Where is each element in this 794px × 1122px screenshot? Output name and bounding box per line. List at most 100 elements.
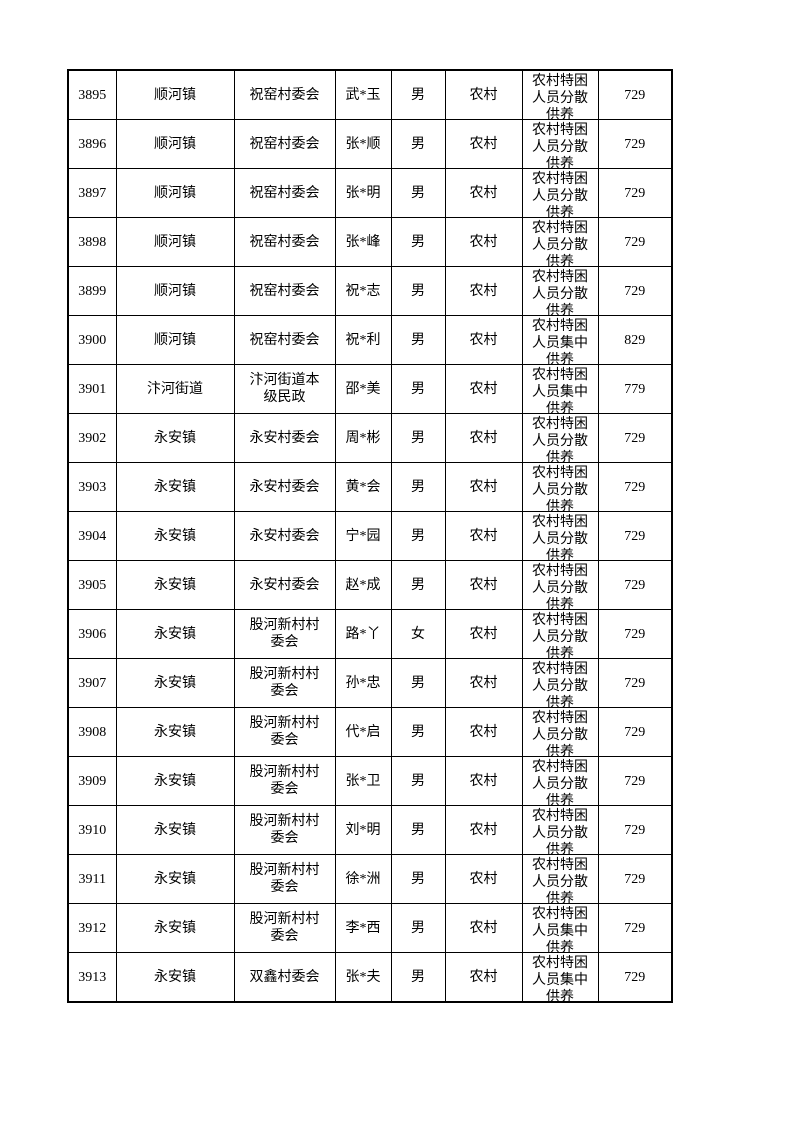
- person-name-cell: 张*顺: [345, 136, 381, 152]
- village-committee-cell: 祝窑村委会: [249, 332, 320, 348]
- village-committee-cell: 永安村委会: [249, 479, 320, 495]
- assistance-category-cell: 农村特困人员分散供养: [532, 123, 588, 168]
- table-row: 3913 永安镇 双鑫村委会 张*夫 男 农村 农村特困人员集中供养 729: [67, 952, 673, 1003]
- table-row: 3898 顺河镇 祝窑村委会 张*峰 男 农村 农村特困人员分散供养 729: [67, 217, 673, 267]
- town-cell: 汴河街道: [147, 381, 203, 397]
- person-name-cell: 邵*美: [345, 381, 381, 397]
- row-id-cell: 3896: [78, 136, 107, 152]
- area-cell: 农村: [469, 136, 498, 152]
- assistance-category-cell: 农村特困人员分散供养: [532, 270, 588, 315]
- person-name-cell: 张*峰: [345, 234, 381, 250]
- person-name-cell: 路*丫: [345, 626, 381, 642]
- person-name-cell: 张*夫: [345, 969, 381, 985]
- area-cell: 农村: [469, 430, 498, 446]
- amount-cell: 729: [624, 969, 646, 985]
- assistance-category-cell: 农村特困人员分散供养: [532, 515, 588, 560]
- town-cell: 顺河镇: [154, 87, 196, 103]
- table-row: 3911 永安镇 股河新村村委会 徐*洲 男 农村 农村特困人员分散供养 729: [67, 854, 673, 904]
- amount-cell: 729: [624, 920, 646, 936]
- area-cell: 农村: [469, 920, 498, 936]
- assistance-category-cell: 农村特困人员分散供养: [532, 858, 588, 903]
- amount-cell: 729: [624, 185, 646, 201]
- table-row: 3896 顺河镇 祝窑村委会 张*顺 男 农村 农村特困人员分散供养 729: [67, 119, 673, 169]
- area-cell: 农村: [469, 283, 498, 299]
- amount-cell: 729: [624, 871, 646, 887]
- person-name-cell: 张*卫: [345, 773, 381, 789]
- village-committee-cell: 双鑫村委会: [249, 969, 320, 985]
- table-row: 3895 顺河镇 祝窑村委会 武*玉 男 农村 农村特困人员分散供养 729: [67, 69, 673, 120]
- row-id-cell: 3909: [78, 773, 107, 789]
- amount-cell: 729: [624, 87, 646, 103]
- amount-cell: 729: [624, 773, 646, 789]
- area-cell: 农村: [469, 479, 498, 495]
- town-cell: 顺河镇: [154, 234, 196, 250]
- row-id-cell: 3903: [78, 479, 107, 495]
- assistance-category-cell: 农村特困人员分散供养: [532, 662, 588, 707]
- amount-cell: 829: [624, 332, 646, 348]
- amount-cell: 729: [624, 234, 646, 250]
- area-cell: 农村: [469, 528, 498, 544]
- town-cell: 永安镇: [154, 969, 196, 985]
- town-cell: 永安镇: [154, 528, 196, 544]
- area-cell: 农村: [469, 675, 498, 691]
- area-cell: 农村: [469, 234, 498, 250]
- area-cell: 农村: [469, 185, 498, 201]
- assistance-category-cell: 农村特困人员分散供养: [532, 417, 588, 462]
- village-committee-cell: 祝窑村委会: [249, 283, 320, 299]
- row-id-cell: 3900: [78, 332, 107, 348]
- row-id-cell: 3908: [78, 724, 107, 740]
- village-committee-cell: 汴河街道本级民政: [249, 373, 320, 405]
- amount-cell: 729: [624, 626, 646, 642]
- village-committee-cell: 股河新村村委会: [249, 667, 320, 699]
- gender-cell: 男: [411, 430, 425, 446]
- amount-cell: 729: [624, 283, 646, 299]
- person-name-cell: 周*彬: [345, 430, 381, 446]
- person-name-cell: 宁*园: [345, 528, 381, 544]
- table-row: 3905 永安镇 永安村委会 赵*成 男 农村 农村特困人员分散供养 729: [67, 560, 673, 610]
- village-committee-cell: 祝窑村委会: [249, 136, 320, 152]
- table-row: 3908 永安镇 股河新村村委会 代*启 男 农村 农村特困人员分散供养 729: [67, 707, 673, 757]
- gender-cell: 男: [411, 283, 425, 299]
- area-cell: 农村: [469, 773, 498, 789]
- person-name-cell: 祝*利: [345, 332, 381, 348]
- gender-cell: 男: [411, 479, 425, 495]
- row-id-cell: 3904: [78, 528, 107, 544]
- assistance-category-cell: 农村特困人员集中供养: [532, 956, 588, 1001]
- gender-cell: 女: [411, 626, 425, 642]
- assistance-category-cell: 农村特困人员分散供养: [532, 466, 588, 511]
- assistance-category-cell: 农村特困人员分散供养: [532, 760, 588, 805]
- table-row: 3910 永安镇 股河新村村委会 刘*明 男 农村 农村特困人员分散供养 729: [67, 805, 673, 855]
- row-id-cell: 3911: [78, 871, 106, 887]
- assistance-category-cell: 农村特困人员分散供养: [532, 564, 588, 609]
- town-cell: 永安镇: [154, 577, 196, 593]
- assistance-category-cell: 农村特困人员集中供养: [532, 907, 588, 952]
- assistance-category-cell: 农村特困人员集中供养: [532, 319, 588, 364]
- town-cell: 永安镇: [154, 430, 196, 446]
- amount-cell: 729: [624, 822, 646, 838]
- gender-cell: 男: [411, 381, 425, 397]
- row-id-cell: 3912: [78, 920, 107, 936]
- gender-cell: 男: [411, 87, 425, 103]
- table-row: 3901 汴河街道 汴河街道本级民政 邵*美 男 农村 农村特困人员集中供养 7…: [67, 364, 673, 414]
- gender-cell: 男: [411, 920, 425, 936]
- row-id-cell: 3907: [78, 675, 107, 691]
- table-row: 3902 永安镇 永安村委会 周*彬 男 农村 农村特困人员分散供养 729: [67, 413, 673, 463]
- person-name-cell: 刘*明: [345, 822, 381, 838]
- area-cell: 农村: [469, 577, 498, 593]
- area-cell: 农村: [469, 381, 498, 397]
- area-cell: 农村: [469, 724, 498, 740]
- row-id-cell: 3899: [78, 283, 107, 299]
- assistance-category-cell: 农村特困人员分散供养: [532, 809, 588, 854]
- person-name-cell: 武*玉: [345, 87, 381, 103]
- row-id-cell: 3906: [78, 626, 107, 642]
- row-id-cell: 3913: [78, 969, 107, 985]
- person-name-cell: 孙*忠: [345, 675, 381, 691]
- person-name-cell: 祝*志: [345, 283, 381, 299]
- assistance-category-cell: 农村特困人员集中供养: [532, 368, 588, 413]
- welfare-roster-table: 3895 顺河镇 祝窑村委会 武*玉 男 农村 农村特困人员分散供养 729 3…: [67, 69, 673, 1003]
- village-committee-cell: 永安村委会: [249, 528, 320, 544]
- assistance-category-cell: 农村特困人员分散供养: [532, 74, 588, 119]
- village-committee-cell: 股河新村村委会: [249, 863, 320, 895]
- area-cell: 农村: [469, 87, 498, 103]
- gender-cell: 男: [411, 577, 425, 593]
